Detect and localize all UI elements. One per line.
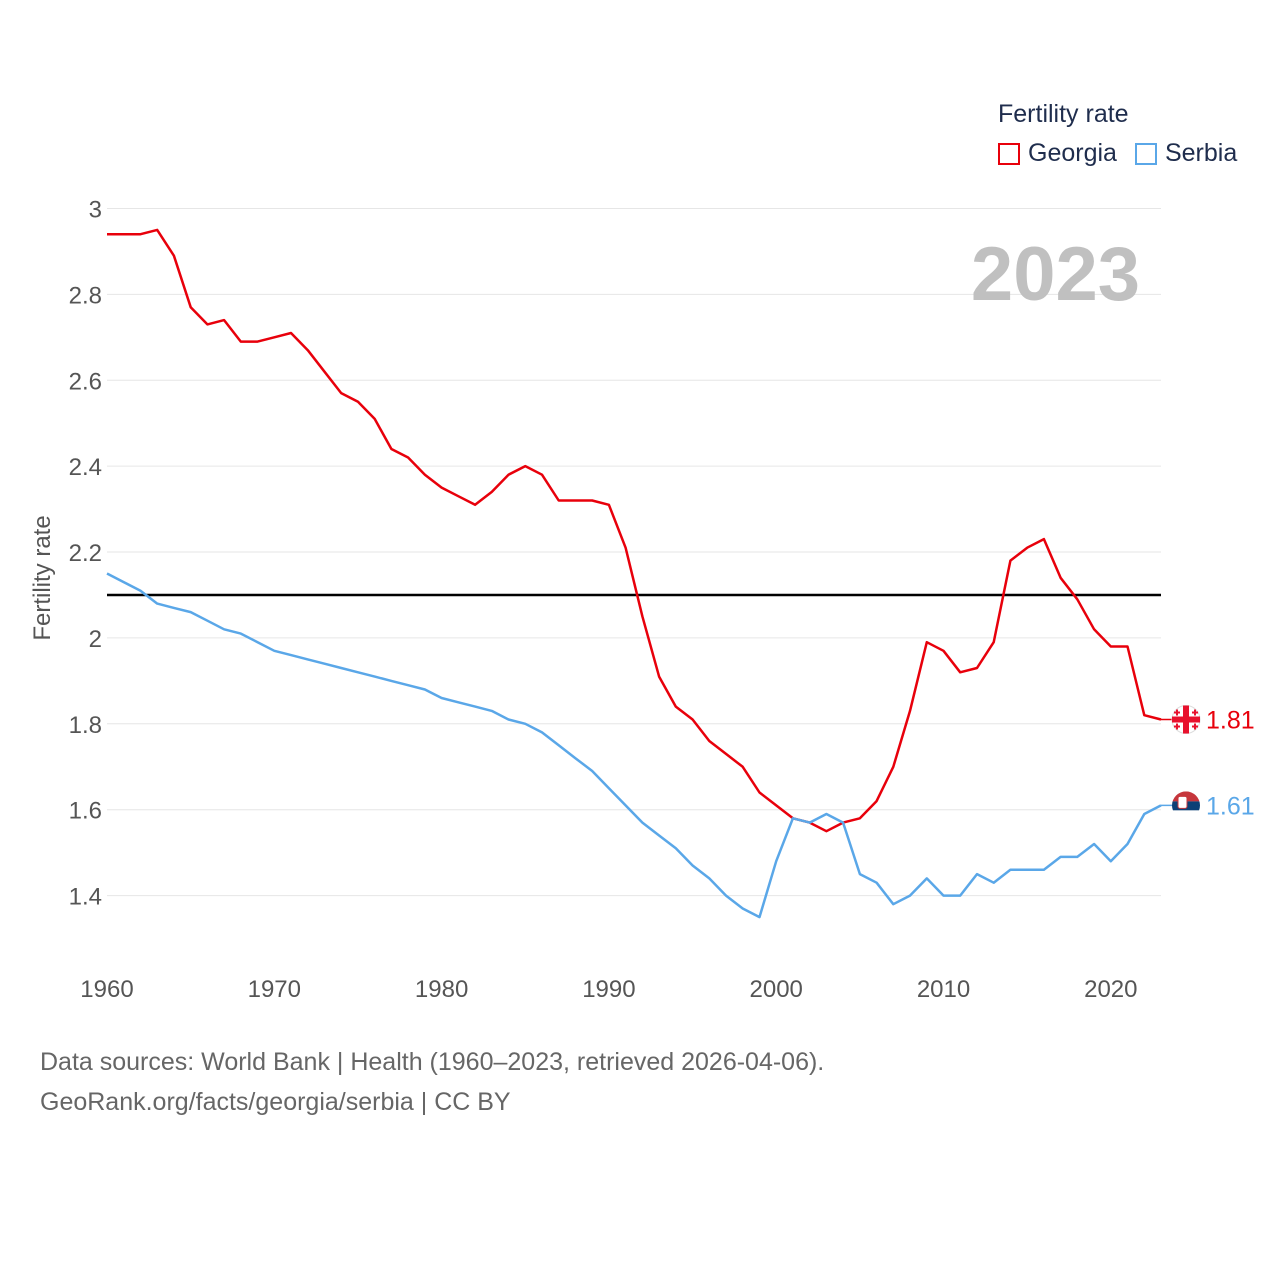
y-tick-label: 2.6 (69, 368, 102, 395)
y-tick-label: 2.4 (69, 454, 102, 481)
legend-swatch-serbia (1134, 142, 1157, 165)
series-lines (106, 228, 1186, 919)
georgia-flag-icon (1171, 705, 1201, 735)
y-tick-label: 2 (89, 626, 102, 653)
x-tick-label: 1990 (582, 976, 635, 1003)
x-axis: 1960 1970 1980 1990 2000 2010 2020 (80, 976, 1137, 1003)
x-tick-label: 1970 (248, 976, 301, 1003)
y-tick-label: 2.8 (69, 282, 102, 309)
y-tick-label: 2.2 (69, 540, 102, 567)
year-label: 2023 (971, 232, 1140, 317)
series-line-serbia (106, 572, 1162, 919)
legend-item-georgia[interactable]: Georgia (998, 139, 1117, 168)
footer: Data sources: World Bank | Health (1960–… (40, 1042, 824, 1122)
legend: Fertility rate Georgia Serbia (998, 100, 1255, 168)
serbia-end-label: 1.61 (1206, 792, 1255, 820)
legend-label-serbia: Serbia (1164, 139, 1238, 167)
x-tick-label: 2000 (750, 976, 803, 1003)
serbia-flag-icon (1172, 791, 1200, 820)
x-tick-label: 2010 (917, 976, 970, 1003)
source-link[interactable]: GeoRank.org/facts/georgia/serbia | CC BY (40, 1088, 511, 1116)
georgia-end-label: 1.81 (1206, 707, 1255, 735)
legend-label-georgia: Georgia (1028, 139, 1117, 167)
gridlines (107, 207, 1161, 897)
y-tick-label: 3 (89, 196, 102, 223)
y-tick-label: 1.6 (69, 798, 102, 825)
x-tick-label: 2020 (1084, 976, 1137, 1003)
legend-title: Fertility rate (998, 100, 1129, 128)
legend-swatch-georgia (998, 142, 1020, 165)
series-line-georgia (107, 228, 1162, 833)
data-sources-note: Data sources: World Bank | Health (1960–… (40, 1048, 825, 1076)
legend-item-serbia[interactable]: Serbia (1134, 139, 1238, 168)
y-tick-label: 1.8 (69, 712, 102, 739)
x-tick-label: 1960 (80, 976, 133, 1003)
y-tick-label: 1.4 (69, 884, 102, 911)
y-axis: 1.4 1.6 1.8 2 2.2 2.4 2.6 2.8 3 (69, 196, 102, 910)
y-axis-label: Fertility rate (29, 515, 56, 640)
x-tick-label: 1980 (415, 976, 468, 1003)
